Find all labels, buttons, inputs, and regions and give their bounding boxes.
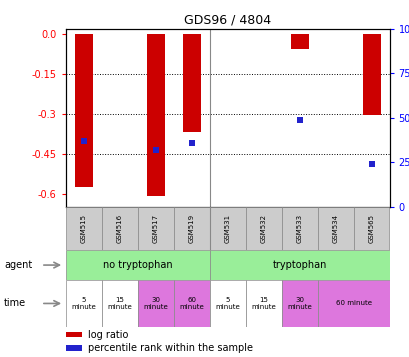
Bar — [281, 207, 317, 250]
Text: 60
minute: 60 minute — [179, 297, 203, 310]
Text: no tryptophan: no tryptophan — [103, 260, 172, 270]
Bar — [317, 280, 389, 327]
Text: GSM515: GSM515 — [81, 214, 86, 243]
Bar — [65, 207, 101, 250]
Bar — [245, 280, 281, 327]
Text: 30
minute: 30 minute — [286, 297, 311, 310]
Bar — [65, 332, 82, 337]
Title: GDS96 / 4804: GDS96 / 4804 — [184, 13, 270, 26]
Bar — [245, 207, 281, 250]
Bar — [65, 250, 209, 280]
Text: GSM533: GSM533 — [296, 214, 302, 243]
Text: GSM534: GSM534 — [332, 214, 338, 243]
Bar — [281, 280, 317, 327]
Text: GSM565: GSM565 — [368, 214, 373, 243]
Bar — [101, 207, 137, 250]
Text: time: time — [4, 298, 26, 308]
Bar — [290, 34, 308, 49]
Text: log ratio: log ratio — [88, 330, 128, 340]
Bar — [146, 34, 164, 196]
Bar — [209, 280, 245, 327]
Bar — [65, 346, 82, 351]
Bar — [362, 34, 380, 115]
Bar — [65, 280, 101, 327]
Bar — [182, 34, 200, 132]
Bar — [173, 280, 209, 327]
Text: tryptophan: tryptophan — [272, 260, 326, 270]
Bar — [209, 207, 245, 250]
Text: 15
minute: 15 minute — [251, 297, 275, 310]
Text: GSM517: GSM517 — [152, 214, 158, 243]
Text: 5
minute: 5 minute — [71, 297, 96, 310]
Text: GSM531: GSM531 — [224, 214, 230, 243]
Bar — [101, 280, 137, 327]
Bar — [317, 207, 353, 250]
Text: agent: agent — [4, 260, 32, 270]
Text: 5
minute: 5 minute — [215, 297, 239, 310]
Text: GSM532: GSM532 — [260, 214, 266, 243]
Bar — [209, 250, 389, 280]
Text: percentile rank within the sample: percentile rank within the sample — [88, 343, 253, 353]
Text: 30
minute: 30 minute — [143, 297, 168, 310]
Bar — [353, 207, 389, 250]
Bar — [137, 280, 173, 327]
Text: 15
minute: 15 minute — [107, 297, 132, 310]
Bar — [137, 207, 173, 250]
Bar — [74, 34, 92, 187]
Text: 60 minute: 60 minute — [335, 301, 371, 306]
Text: GSM516: GSM516 — [116, 214, 122, 243]
Text: GSM519: GSM519 — [188, 214, 194, 243]
Bar — [173, 207, 209, 250]
